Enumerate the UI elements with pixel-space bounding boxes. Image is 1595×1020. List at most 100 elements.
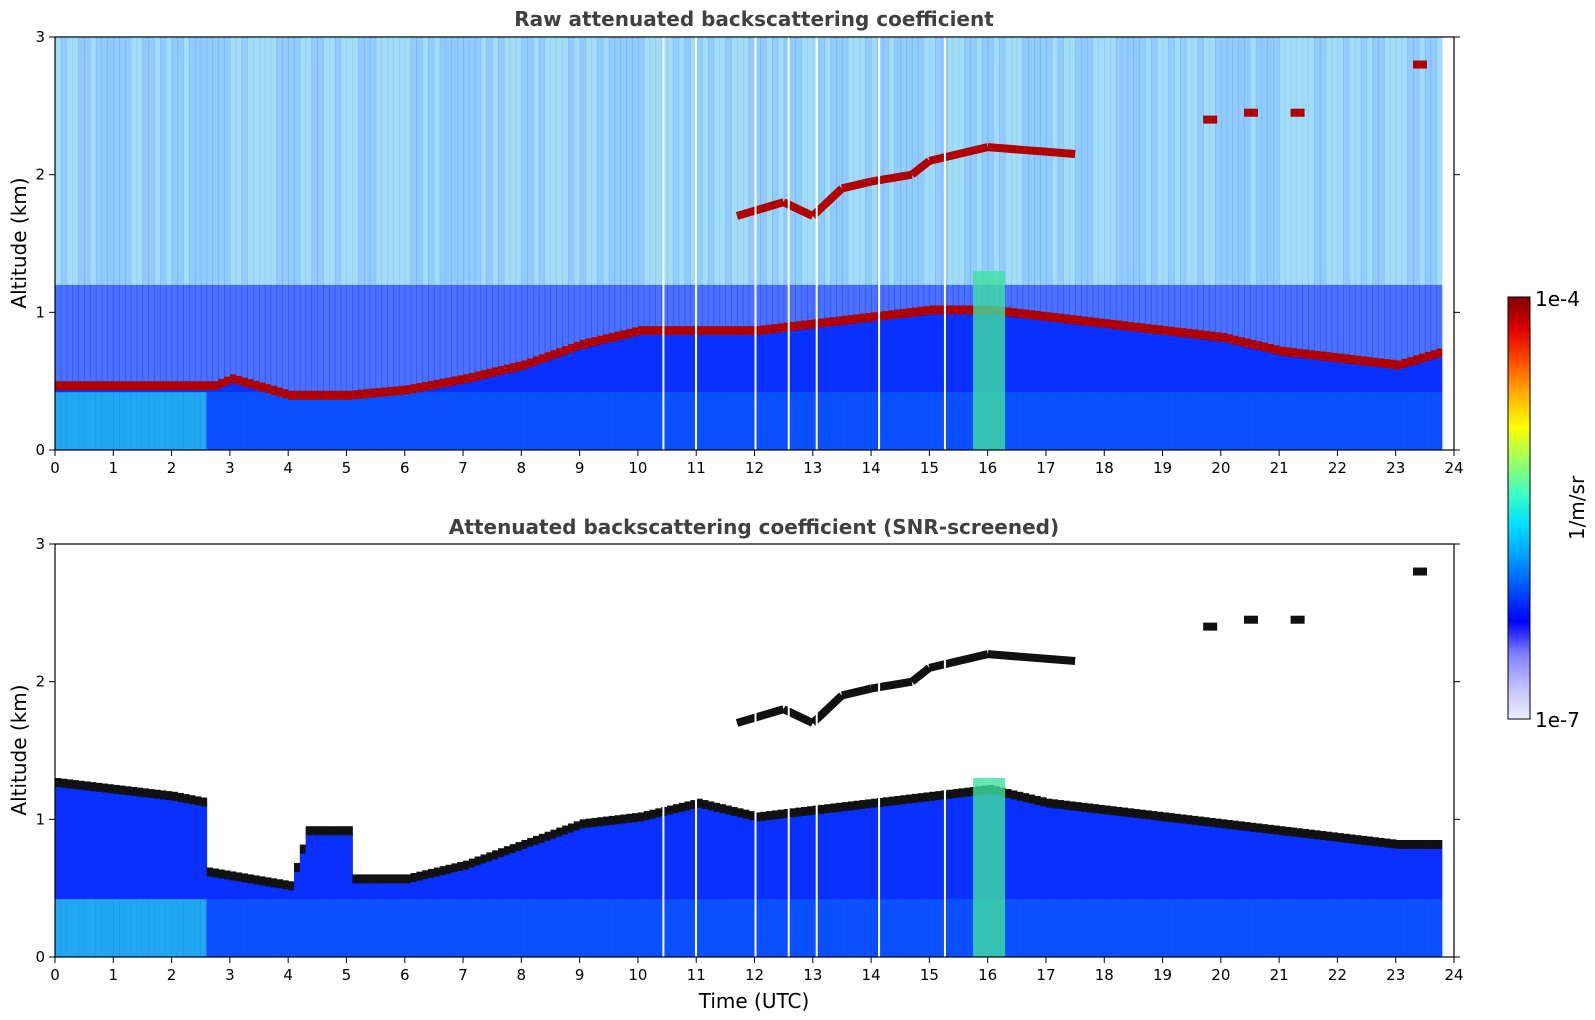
cloud-top-mark — [428, 868, 435, 878]
surface-layer-column — [1215, 899, 1222, 957]
noise-column — [1261, 37, 1269, 285]
surface-layer-column — [363, 899, 371, 957]
mixed-layer-column — [894, 802, 901, 957]
cloud-top-mark — [433, 379, 441, 389]
cloud-top-mark — [900, 795, 907, 805]
cloud-top-mark — [60, 778, 68, 788]
cloud-top-mark — [579, 339, 587, 349]
cloud-top-mark — [562, 346, 569, 356]
noise-column — [567, 37, 575, 285]
surface-layer-column — [264, 392, 272, 450]
cloud-top-mark — [964, 305, 971, 315]
cloud-top-mark — [457, 862, 464, 872]
surface-layer-column — [60, 899, 68, 957]
cloud-top-mark — [1174, 327, 1181, 337]
surface-layer-column — [1424, 392, 1432, 450]
cloud-top-mark — [579, 819, 587, 829]
cloud-top-mark — [363, 874, 371, 884]
surface-layer-column — [626, 899, 633, 957]
residual-layer-column — [608, 284, 616, 340]
cloud-top-mark — [1349, 834, 1356, 844]
cloud-top-mark — [177, 792, 184, 802]
cloud-top-mark — [1203, 817, 1210, 827]
residual-layer-column — [929, 284, 936, 313]
data-gap-line — [754, 544, 757, 957]
surface-layer-column — [229, 899, 237, 957]
surface-layer-column — [1139, 899, 1146, 957]
x-tick-label: 0 — [50, 966, 60, 984]
residual-layer-column — [299, 284, 307, 398]
mixed-layer-column — [1133, 329, 1140, 450]
noise-column — [1389, 37, 1397, 285]
residual-layer-column — [1022, 284, 1030, 317]
cloud-top-mark — [760, 811, 767, 821]
cloud-top-mark — [1209, 331, 1216, 341]
residual-layer-column — [917, 284, 925, 314]
mixed-layer-column — [1249, 829, 1257, 957]
surface-layer-column — [655, 392, 662, 450]
surface-layer-column — [375, 392, 383, 450]
residual-layer-column — [1407, 284, 1414, 364]
residual-layer-column — [1174, 284, 1181, 335]
cloud-top-mark — [614, 331, 622, 341]
residual-layer-column — [72, 284, 79, 389]
mixed-layer-column — [626, 820, 633, 957]
x-tick-label: 22 — [1328, 966, 1347, 984]
cloud-top-mark — [789, 808, 796, 818]
cloud-top-mark — [463, 374, 470, 384]
noise-column — [1436, 37, 1443, 285]
cloud-top-mark — [1121, 321, 1129, 331]
residual-layer-column — [1220, 284, 1228, 340]
noise-column — [416, 37, 423, 285]
noise-column — [235, 37, 243, 285]
surface-layer-column — [818, 392, 826, 450]
residual-layer-column — [1016, 284, 1024, 316]
surface-layer-column — [1314, 392, 1321, 450]
mixed-layer-column — [1016, 798, 1024, 957]
mixed-layer-column — [614, 822, 622, 957]
noise-column — [713, 37, 721, 285]
surface-layer-column — [200, 899, 208, 957]
surface-layer-column — [1360, 392, 1368, 450]
surface-layer-column — [492, 899, 499, 957]
surface-layer-column — [1395, 899, 1403, 957]
chart-title-screened: Attenuated backscattering coefficient (S… — [449, 515, 1059, 539]
mixed-layer-column — [801, 813, 808, 957]
noise-column — [532, 37, 540, 285]
surface-layer-column — [684, 392, 691, 450]
noise-column — [1022, 37, 1030, 285]
surface-layer-column — [334, 392, 342, 450]
cloud-top-mark — [247, 379, 254, 389]
cloud-top-mark — [1343, 833, 1350, 843]
surface-layer-column — [235, 392, 243, 450]
surface-layer-column — [696, 392, 703, 450]
cloud-top-mark — [801, 806, 808, 816]
cloud-top-mark — [748, 326, 756, 336]
residual-layer-column — [1308, 284, 1315, 358]
surface-layer-column — [60, 392, 68, 450]
noise-column — [614, 37, 622, 285]
mixed-layer-column — [929, 312, 936, 450]
x-tick-label: 2 — [167, 966, 177, 984]
noise-column — [1302, 37, 1309, 285]
mixed-layer-column — [748, 332, 756, 450]
cloud-top-mark — [288, 881, 295, 891]
residual-layer-column — [719, 284, 726, 333]
mixed-layer-column — [1010, 797, 1018, 957]
surface-layer-column — [1267, 392, 1274, 450]
noise-column — [224, 37, 231, 285]
residual-layer-column — [859, 284, 866, 321]
surface-layer-column — [1419, 899, 1426, 957]
surface-layer-column — [672, 899, 680, 957]
mixed-layer-column — [602, 823, 610, 957]
surface-layer-column — [830, 899, 837, 957]
residual-layer-column — [1424, 284, 1432, 359]
cloud-top-mark — [830, 317, 837, 327]
x-tick-label: 10 — [628, 459, 647, 477]
x-tick-label: 20 — [1211, 459, 1230, 477]
cloud-top-mark — [1366, 836, 1373, 846]
surface-layer-column — [1319, 392, 1327, 450]
mixed-layer-column — [643, 332, 651, 450]
mixed-layer-column — [1115, 813, 1123, 957]
mixed-layer-column — [1005, 314, 1012, 450]
